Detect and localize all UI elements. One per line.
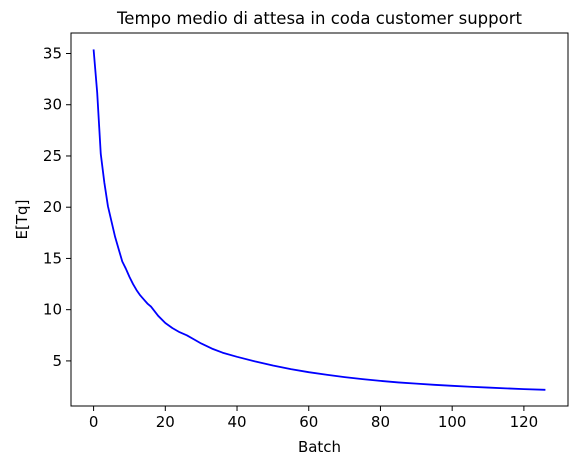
- chart-title: Tempo medio di attesa in coda customer s…: [116, 9, 522, 28]
- y-tick-label: 15: [43, 249, 62, 267]
- x-tick-label: 20: [156, 413, 175, 431]
- x-tick-label: 80: [371, 413, 390, 431]
- y-axis-label: E[Tq]: [13, 200, 31, 240]
- x-tick-label: 60: [299, 413, 318, 431]
- y-tick-label: 25: [43, 147, 62, 165]
- x-axis-label: Batch: [298, 438, 341, 456]
- x-tick-label: 0: [89, 413, 99, 431]
- y-tick-label: 20: [43, 198, 62, 216]
- series-line-0: [92, 49, 546, 391]
- x-tick-label: 100: [438, 413, 467, 431]
- y-tick-label: 5: [52, 352, 62, 370]
- y-tick-label: 35: [43, 44, 62, 62]
- x-tick-label: 40: [227, 413, 246, 431]
- plot-frame: [70, 32, 569, 407]
- x-tick-label: 120: [510, 413, 539, 431]
- y-tick-label: 30: [43, 96, 62, 114]
- y-tick-label: 10: [43, 301, 62, 319]
